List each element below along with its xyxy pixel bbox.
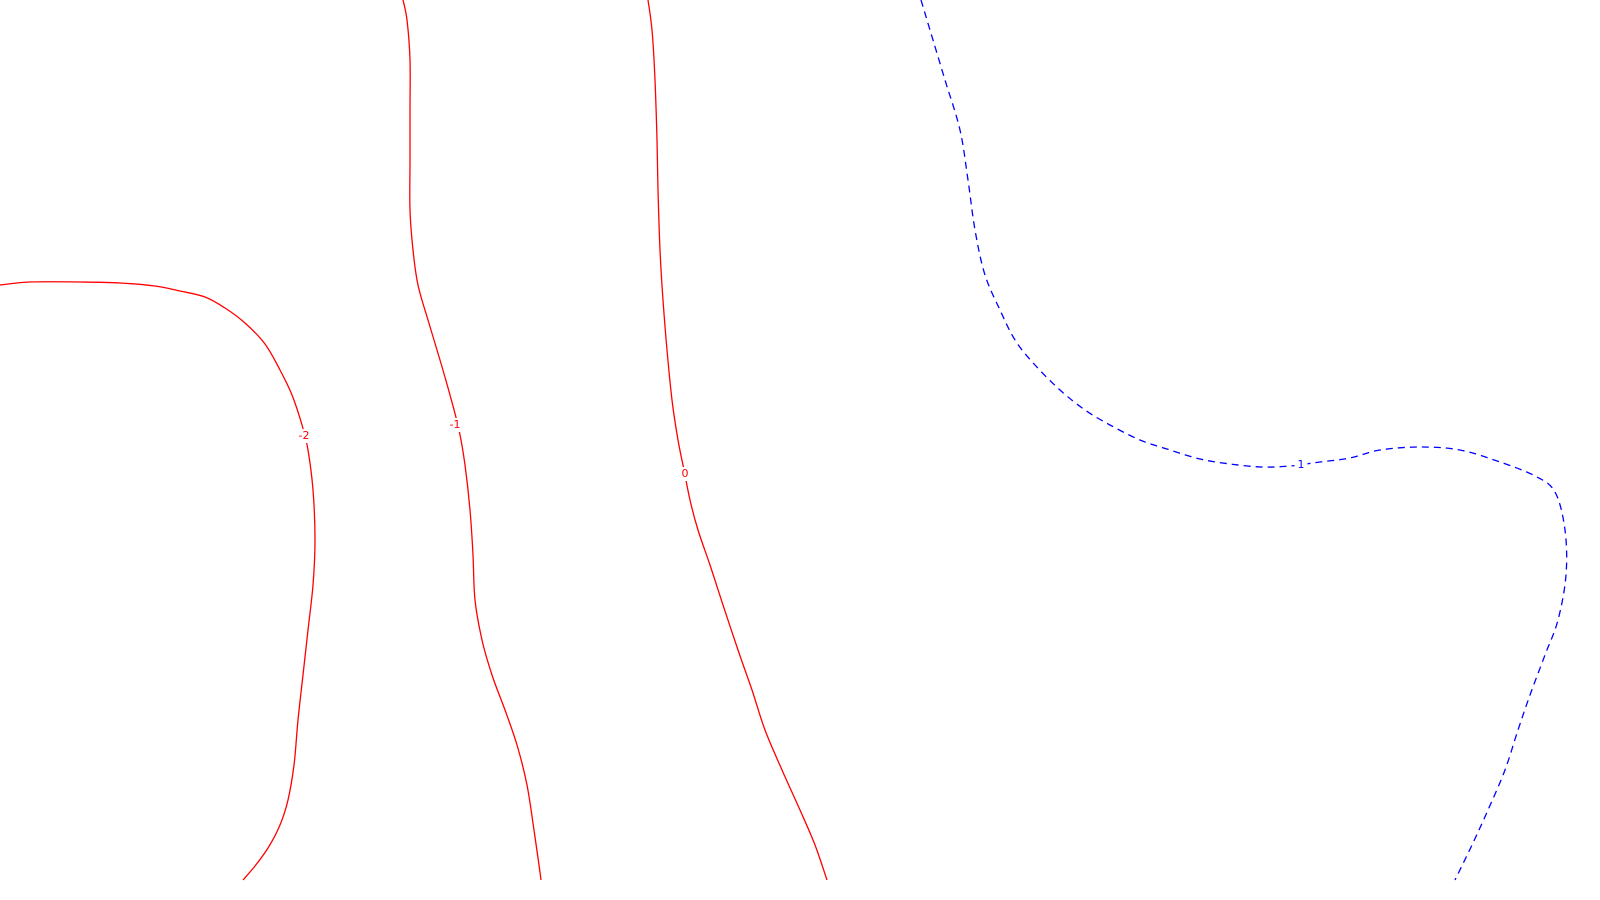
contour-label-background	[445, 418, 465, 432]
contour-lines	[0, 0, 1568, 881]
contour-line-level-1	[920, 0, 1568, 881]
contour-label-background	[1294, 458, 1308, 472]
contour-line-level-neg1	[402, 0, 542, 881]
contour-label: 1	[1298, 458, 1305, 471]
contour-line-level-0	[647, 0, 828, 881]
contour-label-background	[294, 429, 314, 443]
contour-line-level-neg2	[0, 281, 316, 881]
contour-label: -2	[299, 429, 310, 442]
contour-label: 0	[682, 467, 689, 480]
contour-label: -1	[450, 418, 461, 431]
contour-labels: -2 -1 0 1	[294, 418, 1308, 481]
contour-label-background	[678, 467, 692, 481]
